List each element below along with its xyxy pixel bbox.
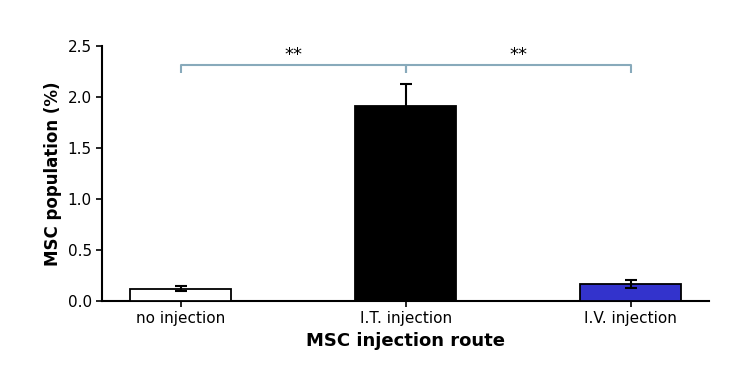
Bar xyxy=(580,284,681,301)
Y-axis label: MSC population (%): MSC population (%) xyxy=(45,81,62,266)
X-axis label: MSC injection route: MSC injection route xyxy=(306,332,505,350)
Text: **: ** xyxy=(284,46,302,64)
Bar xyxy=(130,289,231,301)
Text: **: ** xyxy=(510,46,527,64)
Bar xyxy=(355,107,456,301)
